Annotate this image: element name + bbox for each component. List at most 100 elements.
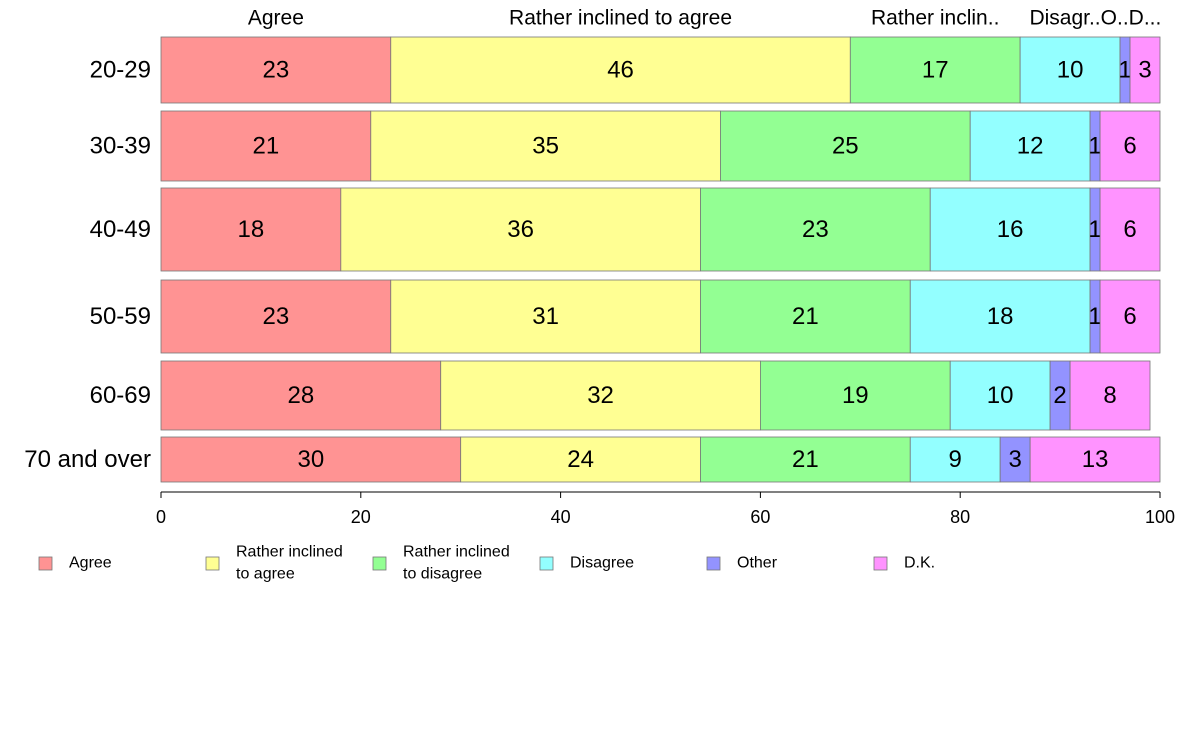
data-label: 1 <box>1088 303 1101 330</box>
data-label: 17 <box>922 57 949 84</box>
y-axis-category-labels: 20-29 30-39 40-49 50-59 60-69 70 and over <box>24 57 151 474</box>
bar-segment <box>929 187 1091 272</box>
data-label: 46 <box>607 57 634 84</box>
bar-segment <box>1019 36 1121 104</box>
bar-segment <box>440 360 761 431</box>
bar-segment <box>760 360 951 431</box>
data-label: 1 <box>1118 57 1131 84</box>
bar-segment <box>849 36 1021 104</box>
legend-swatch <box>372 556 387 571</box>
legend-swatch <box>38 556 53 571</box>
bar-segment <box>1069 360 1151 431</box>
data-label: 10 <box>1057 57 1084 84</box>
data-label: 3 <box>1008 446 1021 473</box>
legend-label: Disagree <box>570 555 634 572</box>
x-tick-label: 80 <box>950 507 970 527</box>
data-label: 13 <box>1082 446 1109 473</box>
legend-label: D.K. <box>904 555 935 572</box>
series-header-label: O.. <box>1101 7 1129 30</box>
data-label: 23 <box>802 216 829 243</box>
data-label: 32 <box>587 382 614 409</box>
data-label: 6 <box>1123 216 1136 243</box>
bar-segment <box>160 436 462 483</box>
bar-segment <box>700 436 911 483</box>
bar-segment <box>909 436 1001 483</box>
bar-segment <box>999 436 1031 483</box>
data-label: 25 <box>832 133 859 160</box>
x-tick-label: 0 <box>156 507 166 527</box>
bar-segment <box>720 110 971 182</box>
category-label: 40-49 <box>90 216 151 243</box>
data-label: 23 <box>263 57 290 84</box>
bar-segment <box>1099 187 1161 272</box>
data-label: 24 <box>567 446 594 473</box>
data-label: 18 <box>987 303 1014 330</box>
legend-label: Rather inclined <box>403 544 510 561</box>
data-label: 6 <box>1123 303 1136 330</box>
data-label: 36 <box>507 216 534 243</box>
data-label: 19 <box>842 382 869 409</box>
series-header-label: Rather inclin.. <box>871 7 999 30</box>
x-tick-label: 40 <box>551 507 571 527</box>
bar-segment <box>969 110 1091 182</box>
legend-label: Agree <box>69 555 112 572</box>
category-label: 20-29 <box>90 57 151 84</box>
x-tick-label: 60 <box>750 507 770 527</box>
bar-segment <box>700 279 911 354</box>
bar-segment <box>909 279 1091 354</box>
data-label: 21 <box>792 446 819 473</box>
bar-segment <box>1099 279 1161 354</box>
legend-swatch <box>873 556 888 571</box>
legend-swatch <box>205 556 220 571</box>
legend-swatch <box>539 556 554 571</box>
bar-segment <box>1029 436 1161 483</box>
bar-segment <box>160 36 392 104</box>
legend: Agree Rather inclined to agree Rather incli… <box>38 544 935 583</box>
bar-segment <box>390 36 851 104</box>
legend-swatch <box>706 556 721 571</box>
data-label: 21 <box>792 303 819 330</box>
x-axis: 0 20 40 60 80 100 <box>156 491 1175 527</box>
series-header-label: D... <box>1129 7 1162 30</box>
legend-label: Rather inclined <box>236 544 343 561</box>
data-label: 10 <box>987 382 1014 409</box>
data-label: 1 <box>1088 216 1101 243</box>
data-label: 31 <box>532 303 559 330</box>
data-label: 12 <box>1017 133 1044 160</box>
x-tick-label: 20 <box>351 507 371 527</box>
data-label: 16 <box>997 216 1024 243</box>
data-label: 18 <box>238 216 265 243</box>
bar-segment <box>160 279 392 354</box>
bars-area: 23 46 17 10 1 321 35 25 12 1 618 36 23 16 1 623 31 21 18 1 6… <box>160 36 1161 483</box>
bar-segment <box>160 360 442 431</box>
bar-segment <box>700 187 931 272</box>
data-label: 3 <box>1138 57 1151 84</box>
category-label: 50-59 <box>90 303 151 330</box>
legend-label: to disagree <box>403 566 482 583</box>
data-label: 30 <box>297 446 324 473</box>
data-label: 35 <box>532 133 559 160</box>
bar-segment <box>160 187 342 272</box>
legend-label: Other <box>737 555 778 572</box>
data-label: 9 <box>949 446 962 473</box>
data-label: 6 <box>1123 133 1136 160</box>
data-label: 21 <box>253 133 280 160</box>
legend-label: to agree <box>236 566 295 583</box>
series-header-label: Disagr.. <box>1029 7 1100 30</box>
category-label: 60-69 <box>90 382 151 409</box>
data-label: 23 <box>263 303 290 330</box>
bar-segment <box>390 279 701 354</box>
bar-segment <box>949 360 1051 431</box>
data-label: 28 <box>288 382 315 409</box>
data-label: 2 <box>1053 382 1066 409</box>
bar-segment <box>340 187 701 272</box>
bar-segment <box>160 110 372 182</box>
series-header-label: Rather inclined to agree <box>509 7 732 30</box>
bar-segment <box>1129 36 1161 104</box>
series-header-labels: Agree Rather inclined to agree Rather incl… <box>248 7 1161 30</box>
data-label: 1 <box>1088 133 1101 160</box>
category-label: 70 and over <box>24 446 151 473</box>
category-label: 30-39 <box>90 133 151 160</box>
